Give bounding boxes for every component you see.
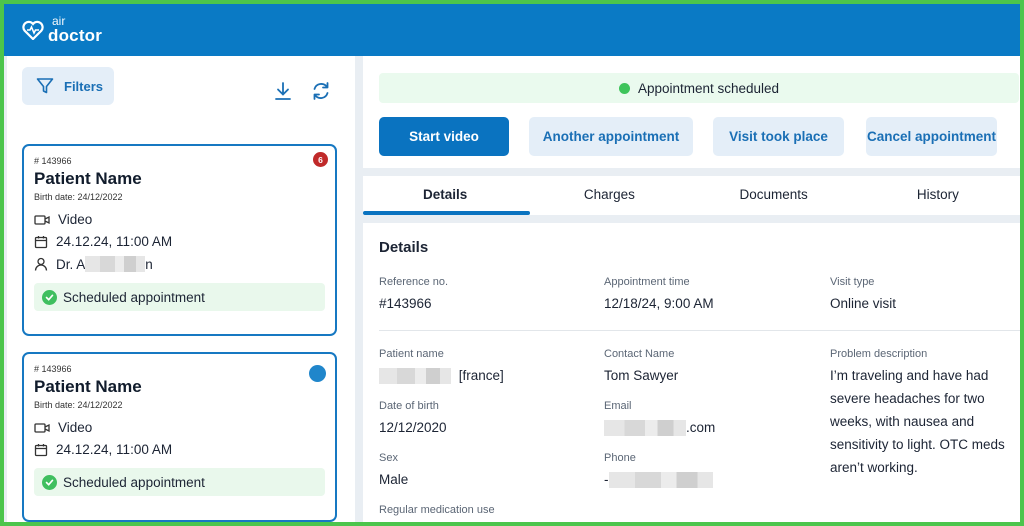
banner-text: Appointment scheduled (637, 80, 780, 96)
tab-documents[interactable]: Documents (739, 187, 808, 202)
redacted-patient-name (379, 368, 451, 385)
contact-name-label: Contact Name (604, 348, 675, 360)
visit-type: Video (58, 420, 93, 435)
top-bar: air doctor (4, 4, 1020, 56)
patient-name-value: [france] (379, 368, 504, 385)
datetime-row: 24.12.24, 11:00 AM (34, 442, 325, 457)
appointment-list-panel: Filters 6 # 143966 Patient Name Birth da… (7, 56, 355, 522)
unread-dot (309, 365, 326, 382)
problem-description-label: Problem description (830, 348, 928, 360)
divider (363, 168, 1020, 176)
status-dot-icon (618, 82, 630, 94)
patient-name: Patient Name (34, 169, 142, 188)
status-banner: Appointment scheduled (379, 73, 1019, 103)
email-value: .com (604, 420, 716, 437)
filters-button[interactable]: Filters (22, 67, 114, 105)
redacted-doctor-name (85, 256, 146, 272)
reference-label: Reference no. (379, 276, 449, 288)
refresh-button[interactable] (309, 79, 333, 103)
appointment-time-value: 12/18/24, 9:00 AM (604, 296, 714, 311)
doctor-name-prefix: Dr. A (56, 256, 86, 272)
visit-type-value: Online visit (830, 296, 897, 311)
reference-value: #143966 (379, 296, 432, 311)
date-of-birth-label: Date of birth (379, 400, 439, 412)
visit-type: Video (58, 212, 93, 227)
status-badge: Scheduled appointment (34, 468, 325, 496)
start-video-button[interactable]: Start video (379, 117, 509, 156)
detail-tabs: Details Charges Documents History (363, 176, 1020, 215)
appointment-ref: # 143966 (34, 156, 72, 166)
download-icon (275, 82, 291, 100)
date-of-birth-value: 12/12/2020 (379, 420, 447, 435)
tab-history[interactable]: History (916, 187, 959, 202)
phone-prefix: - (604, 472, 609, 487)
doctor-name-suffix: n (145, 256, 153, 272)
patient-name-suffix: [france] (458, 368, 504, 383)
email-label: Email (604, 400, 632, 412)
phone-label: Phone (604, 452, 636, 464)
refresh-icon (313, 82, 329, 100)
tab-details[interactable]: Details (363, 176, 531, 215)
download-button[interactable] (271, 79, 295, 103)
visit-took-place-button[interactable]: Visit took place (713, 117, 844, 156)
status-text: Scheduled appointment (63, 289, 205, 305)
visit-type-label: Visit type (830, 276, 875, 288)
tab-charges[interactable]: Charges (583, 187, 635, 202)
appointment-datetime: 24.12.24, 11:00 AM (56, 234, 173, 249)
divider (363, 215, 1020, 223)
appointment-detail-panel: Appointment scheduled Start video Anothe… (363, 56, 1020, 522)
filter-icon (36, 78, 54, 94)
birth-date: Birth date: 24/12/2022 (34, 400, 123, 410)
video-icon (34, 214, 50, 225)
birth-date: Birth date: 24/12/2022 (34, 192, 123, 202)
check-circle-icon (42, 289, 57, 305)
email-suffix: .com (686, 420, 716, 435)
phone-value: - (604, 472, 713, 489)
redacted-phone (608, 472, 713, 489)
appointment-card[interactable]: 6 # 143966 Patient Name Birth date: 24/1… (22, 144, 337, 336)
appointment-card[interactable]: # 143966 Patient Name Birth date: 24/12/… (22, 352, 337, 522)
divider (379, 330, 1020, 331)
redacted-email (604, 420, 686, 437)
logo-air-text: air (52, 14, 66, 28)
appointment-datetime: 24.12.24, 11:00 AM (56, 442, 173, 457)
appointment-ref: # 143966 (34, 364, 72, 374)
another-appointment-button[interactable]: Another appointment (529, 117, 693, 156)
logo-doctor-text: doctor (48, 26, 103, 45)
contact-name-value: Tom Sawyer (604, 368, 679, 383)
status-text: Scheduled appointment (63, 474, 205, 490)
video-icon (34, 422, 50, 433)
visit-type-row: Video (34, 420, 325, 435)
calendar-icon (34, 443, 48, 456)
cancel-appointment-button[interactable]: Cancel appointment (866, 117, 997, 156)
patient-name: Patient Name (34, 377, 142, 396)
notification-badge: 6 (313, 152, 328, 167)
problem-description-value: I’m traveling and have had severe headac… (830, 368, 1005, 475)
app-frame: air doctor Filters 6 (4, 4, 1020, 522)
logo[interactable]: air doctor (22, 15, 102, 44)
section-title: Details (379, 239, 429, 256)
calendar-icon (34, 235, 48, 248)
sex-value: Male (379, 472, 409, 487)
medication-label: Regular medication use (379, 504, 495, 516)
appointment-time-label: Appointment time (604, 276, 690, 288)
datetime-row: 24.12.24, 11:00 AM (34, 234, 325, 249)
status-badge: Scheduled appointment (34, 283, 325, 311)
visit-type-row: Video (34, 212, 325, 227)
check-circle-icon (42, 474, 57, 490)
doctor-row: Dr. A n (34, 256, 325, 272)
user-icon (34, 257, 48, 271)
sex-label: Sex (379, 452, 398, 464)
heart-logo-icon (22, 20, 44, 40)
patient-name-label: Patient name (379, 348, 444, 360)
filters-label: Filters (64, 78, 104, 94)
